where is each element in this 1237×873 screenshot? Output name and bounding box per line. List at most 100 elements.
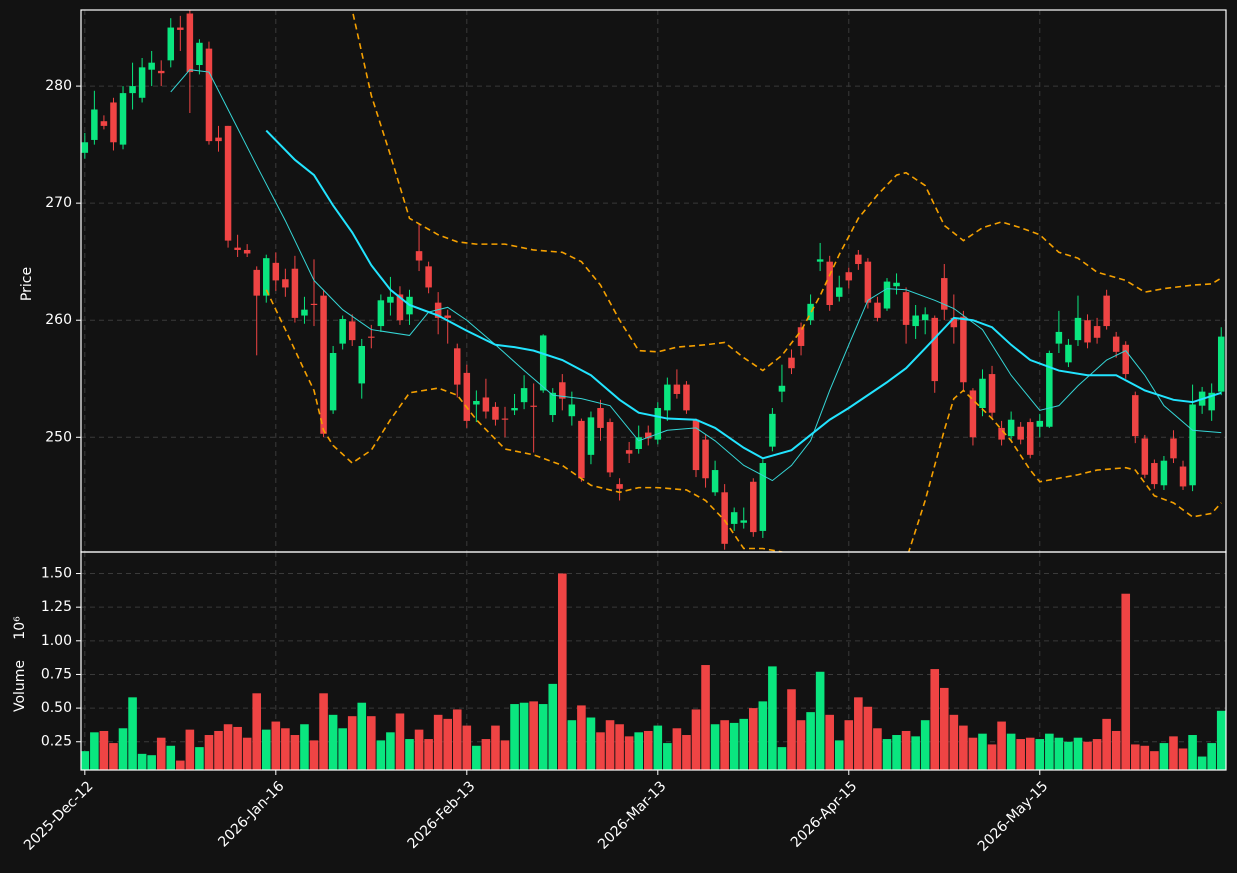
volume-bar [386,732,395,770]
y-tick-label: 260 [45,312,72,328]
candle-body [625,450,633,454]
candle-body [301,309,308,316]
price-layer [81,10,1225,552]
volume-bar [1207,743,1216,770]
volume-bar [443,718,453,770]
volume-bar [978,733,987,770]
candle-body [664,384,671,411]
volume-bar [815,671,825,770]
candle-body [482,397,490,412]
volume-bar [367,716,376,770]
volume-bar [204,735,214,770]
candle-body [243,249,251,254]
volume-bar [1016,739,1025,770]
candle-body [148,62,155,70]
candle-body [425,266,432,288]
candle-body [960,316,967,383]
candle-body [492,406,499,420]
volume-bar [176,760,185,770]
candle-body [320,295,327,434]
candle-body [1065,344,1072,363]
volume-bar [328,714,338,770]
y-tick-label: 0.75 [41,666,72,682]
volume-bar [739,718,749,770]
candle-body [769,413,776,447]
volume-bar [997,721,1006,770]
volume-bar [930,669,940,770]
volume-bar [596,732,605,770]
band-line [351,10,1222,372]
volume-bar [834,740,844,770]
x-tick-label: 2026-Jan-16 [215,778,287,850]
volume-bar [338,728,347,770]
candle-body [119,93,127,145]
volume-bar [634,732,643,770]
volume-bar [701,665,710,770]
volume-bar [510,704,519,770]
candle-body [826,261,833,305]
candle-body [329,352,337,411]
candle-body [998,427,1005,440]
volume-bar [873,728,882,770]
candle-body [91,109,98,140]
candle-body [902,292,910,325]
candle-body [645,432,652,439]
volume-bar [768,666,777,770]
candle-body [348,321,356,341]
candle-body [855,254,862,265]
volume-offset-label: 10⁶ [12,616,28,640]
candle-body [950,317,958,328]
candle-body [1103,295,1110,327]
candle-body [1132,395,1139,437]
volume-bar [519,702,529,770]
candle-body [1151,463,1158,485]
volume-bar [271,721,281,770]
volume-bar [1025,737,1035,770]
volume-bar [128,697,137,770]
candle-body [721,492,728,544]
volume-bar [195,747,204,770]
y-tick-label: 1.25 [41,599,72,615]
volume-bar [319,693,328,770]
volume-bar [233,726,242,770]
volume-bar [720,720,729,770]
volume-bar [758,701,768,770]
volume-bar [1178,748,1188,770]
candle-body [549,392,556,416]
candle-body [138,67,146,98]
volume-bar [166,745,176,770]
volume-bar [1169,736,1178,770]
candle-body [1036,420,1044,427]
volume-bar [663,743,672,770]
volume-bar [99,730,109,770]
candle-body [1170,438,1177,459]
volume-bar [796,720,806,770]
volume-bar [223,724,233,770]
candle-body [157,70,165,74]
volume-bar [1140,745,1150,770]
candle-body [444,315,451,318]
volume-bar [118,728,128,770]
volume-bar [538,704,548,770]
candle-body [597,408,604,428]
candle-body [1017,426,1024,440]
candle-body [415,251,423,261]
candle-body [788,357,795,369]
volume-bar [1216,710,1226,770]
volume-bar [137,753,147,770]
candle-body [1122,344,1129,375]
x-tick-label: 2026-Mar-13 [595,778,669,852]
candle-body [568,404,576,417]
candle-body [835,287,843,297]
candle-body [845,272,853,281]
volume-bar [911,736,920,770]
volume-bar [1130,744,1140,770]
y-tick-label: 250 [45,429,72,445]
candle-body [1112,336,1120,352]
volume-bar [109,743,118,770]
candle-body [215,137,222,142]
volume-bar [347,716,357,770]
candle-body [310,303,318,305]
candle-body [874,302,881,318]
